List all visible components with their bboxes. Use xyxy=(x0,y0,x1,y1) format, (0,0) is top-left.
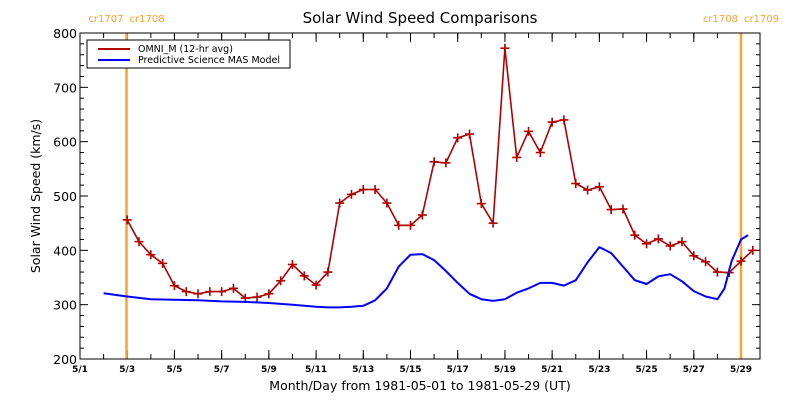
x-tick-label: 5/11 xyxy=(305,365,327,375)
x-tick-label: 5/21 xyxy=(541,365,563,375)
data-point-omni xyxy=(748,245,758,255)
legend-label-omni: OMNI_M (12-hr avg) xyxy=(138,44,233,55)
data-point-omni xyxy=(146,250,156,260)
x-tick-label: 5/5 xyxy=(167,365,183,375)
x-tick-label: 5/9 xyxy=(261,365,277,375)
data-point-omni xyxy=(287,259,297,269)
x-tick-label: 5/23 xyxy=(588,365,610,375)
data-point-omni xyxy=(193,289,203,299)
y-tick-label: 600 xyxy=(53,135,77,150)
carrington-label-before: cr1707 xyxy=(88,14,123,25)
data-point-omni xyxy=(264,289,274,299)
data-point-omni xyxy=(169,281,179,291)
series-line-mas-model xyxy=(103,234,749,309)
x-tick-label: 5/1 xyxy=(72,365,88,375)
data-point-omni xyxy=(594,182,604,192)
data-point-omni xyxy=(500,43,510,53)
data-point-omni xyxy=(406,220,415,230)
data-point-omni xyxy=(346,189,356,199)
data-point-omni xyxy=(228,283,238,293)
x-tick-label: 5/25 xyxy=(636,365,658,375)
data-point-omni xyxy=(630,230,640,240)
y-tick-label: 200 xyxy=(53,352,77,367)
x-tick-label: 5/7 xyxy=(214,365,230,375)
y-tick-label: 500 xyxy=(53,189,77,204)
x-tick-label: 5/3 xyxy=(119,365,135,375)
x-tick-label: 5/29 xyxy=(730,365,752,375)
data-point-omni xyxy=(583,185,593,195)
data-point-omni xyxy=(417,210,427,220)
chart-title: Solar Wind Speed Comparisons xyxy=(303,9,538,27)
data-point-omni xyxy=(134,237,144,247)
legend: OMNI_M (12-hr avg) Predictive Science MA… xyxy=(86,39,291,69)
carrington-label-after: cr1709 xyxy=(744,14,779,25)
data-point-omni xyxy=(181,287,191,297)
data-point-omni xyxy=(689,251,699,261)
legend-box xyxy=(86,39,291,69)
data-point-omni xyxy=(547,117,557,127)
data-point-omni xyxy=(335,198,345,208)
data-point-omni xyxy=(618,204,628,214)
data-point-omni xyxy=(701,257,711,267)
x-tick-label: 5/19 xyxy=(494,365,516,375)
data-point-omni xyxy=(394,220,404,230)
data-point-omni xyxy=(476,199,486,209)
data-point-omni xyxy=(441,158,451,168)
data-point-omni xyxy=(712,267,722,277)
data-point-omni xyxy=(488,218,498,228)
data-point-omni xyxy=(299,271,309,281)
data-point-omni xyxy=(453,133,463,143)
data-point-omni xyxy=(276,276,286,286)
data-point-omni xyxy=(252,292,262,302)
x-axis-label: Month/Day from 1981-05-01 to 1981-05-29 … xyxy=(269,378,570,393)
series-layer xyxy=(103,43,758,309)
data-point-omni xyxy=(524,126,534,136)
y-axis-label: Solar Wind Speed (km/s) xyxy=(28,119,43,273)
data-point-omni xyxy=(311,280,321,290)
data-point-omni xyxy=(559,115,569,125)
data-point-omni xyxy=(217,287,227,297)
carrington-label-after: cr1708 xyxy=(130,14,165,25)
data-point-omni xyxy=(677,237,687,247)
y-tick-label: 300 xyxy=(53,298,77,313)
y-tick-label: 400 xyxy=(53,243,77,258)
data-point-omni xyxy=(465,129,475,139)
data-point-omni xyxy=(429,157,439,167)
data-point-omni xyxy=(653,234,663,244)
data-point-omni xyxy=(323,267,333,277)
data-point-omni xyxy=(606,205,616,215)
data-point-omni xyxy=(512,152,522,162)
data-point-omni xyxy=(736,256,746,266)
data-point-omni xyxy=(665,241,675,251)
y-tick-label: 800 xyxy=(53,26,77,41)
carrington-label-before: cr1708 xyxy=(703,14,738,25)
carrington-markers: cr1707 cr1708 cr1708 cr1709 xyxy=(88,14,779,359)
data-point-omni xyxy=(535,148,545,158)
data-point-omni xyxy=(382,198,392,208)
data-point-omni xyxy=(122,215,132,225)
data-point-omni xyxy=(158,258,168,268)
data-point-omni xyxy=(358,184,368,194)
y-tick-label: 700 xyxy=(53,80,77,95)
plot-frame xyxy=(79,32,761,360)
data-point-omni xyxy=(571,179,581,189)
x-tick-label: 5/15 xyxy=(399,365,421,375)
x-tick-label: 5/17 xyxy=(447,365,469,375)
x-tick-label: 5/13 xyxy=(352,365,374,375)
legend-label-mas: Predictive Science MAS Model xyxy=(138,55,280,66)
data-point-omni xyxy=(370,184,380,194)
x-tick-label: 5/27 xyxy=(683,365,705,375)
data-point-omni xyxy=(205,287,215,297)
data-point-omni xyxy=(642,239,652,249)
